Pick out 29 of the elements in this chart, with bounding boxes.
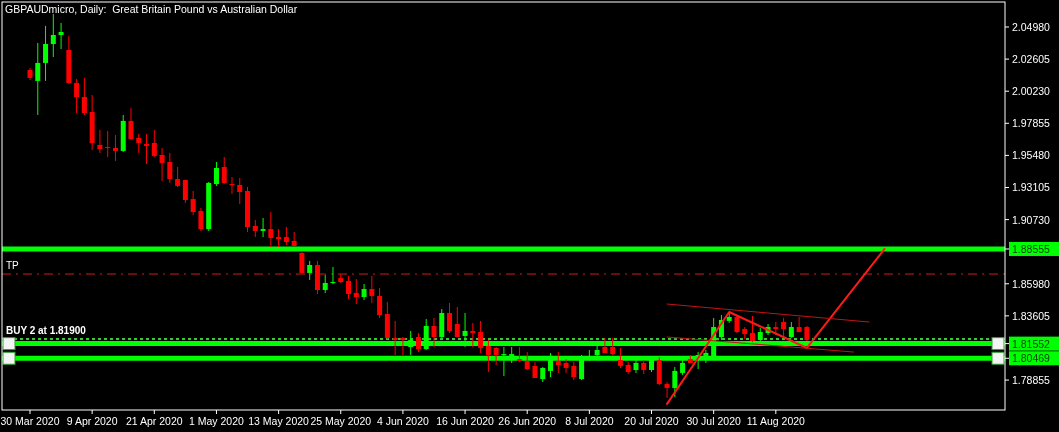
chart-title: GBPAUDmicro, Daily: Great Britain Pound vs Australian Dollar [5, 3, 298, 15]
x-tick-label: 1 May 2020 [189, 415, 245, 427]
y-tick-label: 1.80469 [1012, 352, 1051, 365]
y-tick-label: 1.88555 [1012, 242, 1051, 255]
x-tick-label: 13 May 2020 [248, 415, 310, 427]
y-tick-label: 2.00230 [1012, 85, 1051, 98]
y-tick-label: 2.02605 [1012, 53, 1051, 66]
x-tick-label: 21 Apr 2020 [125, 415, 183, 427]
x-tick-label: 9 Apr 2020 [66, 415, 118, 427]
y-tick-label: 1.83605 [1012, 309, 1051, 322]
y-tick-label: 1.93105 [1012, 181, 1051, 194]
y-tick-label: 1.97855 [1012, 117, 1051, 130]
x-tick-label: 30 Jul 2020 [686, 415, 741, 427]
ref-line-label: TP [6, 260, 20, 272]
x-tick-label: 11 Aug 2020 [746, 415, 806, 427]
x-tick-label: 25 May 2020 [310, 415, 372, 427]
y-tick-label: 1.95480 [1012, 149, 1051, 162]
x-tick-label: 20 Jul 2020 [624, 415, 679, 427]
x-tick-label: 26 Jun 2020 [498, 415, 557, 427]
ref-line-label: BUY 2 at 1.81900 [6, 324, 87, 336]
y-tick-label: 1.78855 [1012, 374, 1051, 387]
x-tick-label: 4 Jun 2020 [376, 415, 430, 427]
y-tick-label: 1.81552 [1012, 337, 1051, 350]
x-tick-label: 16 Jun 2020 [436, 415, 495, 427]
y-tick-label: 1.85980 [1012, 277, 1051, 290]
y-tick-label: 2.04980 [1012, 21, 1051, 33]
x-tick-label: 8 Jul 2020 [565, 415, 614, 427]
y-tick-label: 1.90730 [1012, 213, 1051, 226]
x-tick-label: 30 Mar 2020 [0, 415, 60, 427]
